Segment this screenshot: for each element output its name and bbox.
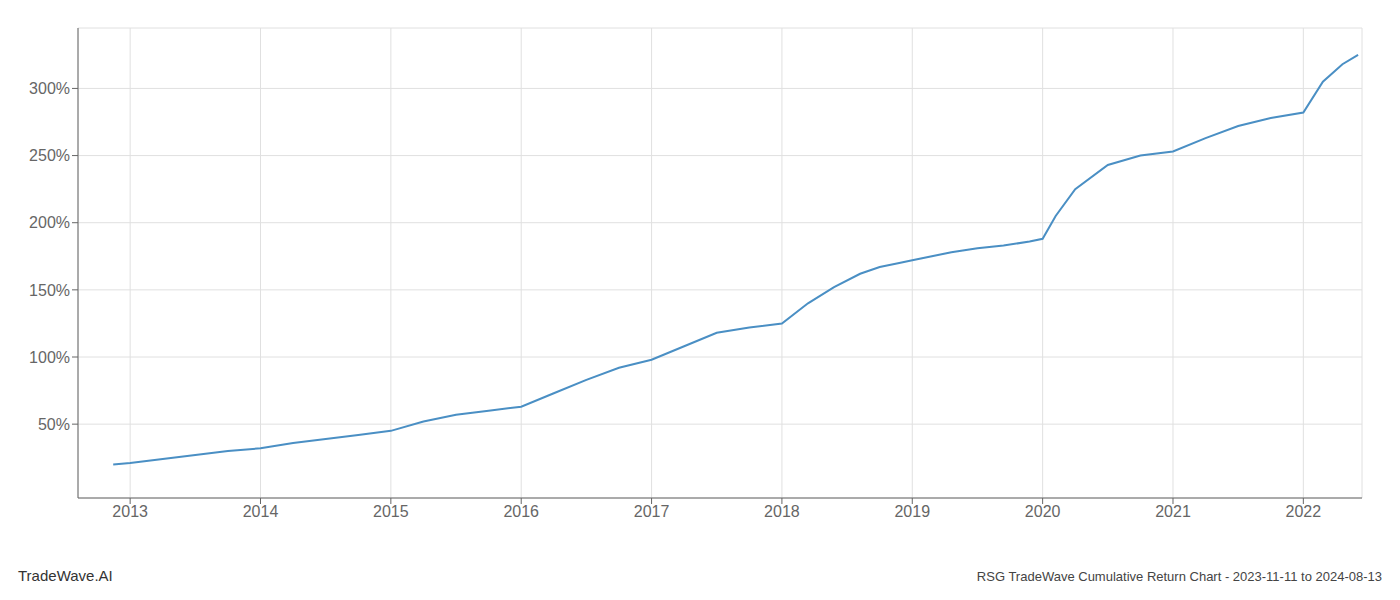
html-text:RSG TradeWave Cumulative Retur: RSG TradeWave Cumulative Return Chart - … xyxy=(976,569,1382,584)
svg-text:300%: 300% xyxy=(29,80,70,97)
svg-text:2014: 2014 xyxy=(243,503,279,520)
svg-text:2019: 2019 xyxy=(894,503,930,520)
svg-text:2013: 2013 xyxy=(112,503,148,520)
svg-text:2020: 2020 xyxy=(1025,503,1061,520)
svg-text:2018: 2018 xyxy=(764,503,800,520)
svg-text:250%: 250% xyxy=(29,147,70,164)
svg-text:2017: 2017 xyxy=(634,503,670,520)
svg-text:2022: 2022 xyxy=(1286,503,1322,520)
svg-text:150%: 150% xyxy=(29,282,70,299)
svg-text:100%: 100% xyxy=(29,349,70,366)
svg-text:2021: 2021 xyxy=(1155,503,1191,520)
svg-text:2015: 2015 xyxy=(373,503,409,520)
svg-text:200%: 200% xyxy=(29,214,70,231)
html-text:TradeWave.AI: TradeWave.AI xyxy=(18,567,113,584)
svg-text:2016: 2016 xyxy=(503,503,539,520)
svg-text:50%: 50% xyxy=(38,416,70,433)
